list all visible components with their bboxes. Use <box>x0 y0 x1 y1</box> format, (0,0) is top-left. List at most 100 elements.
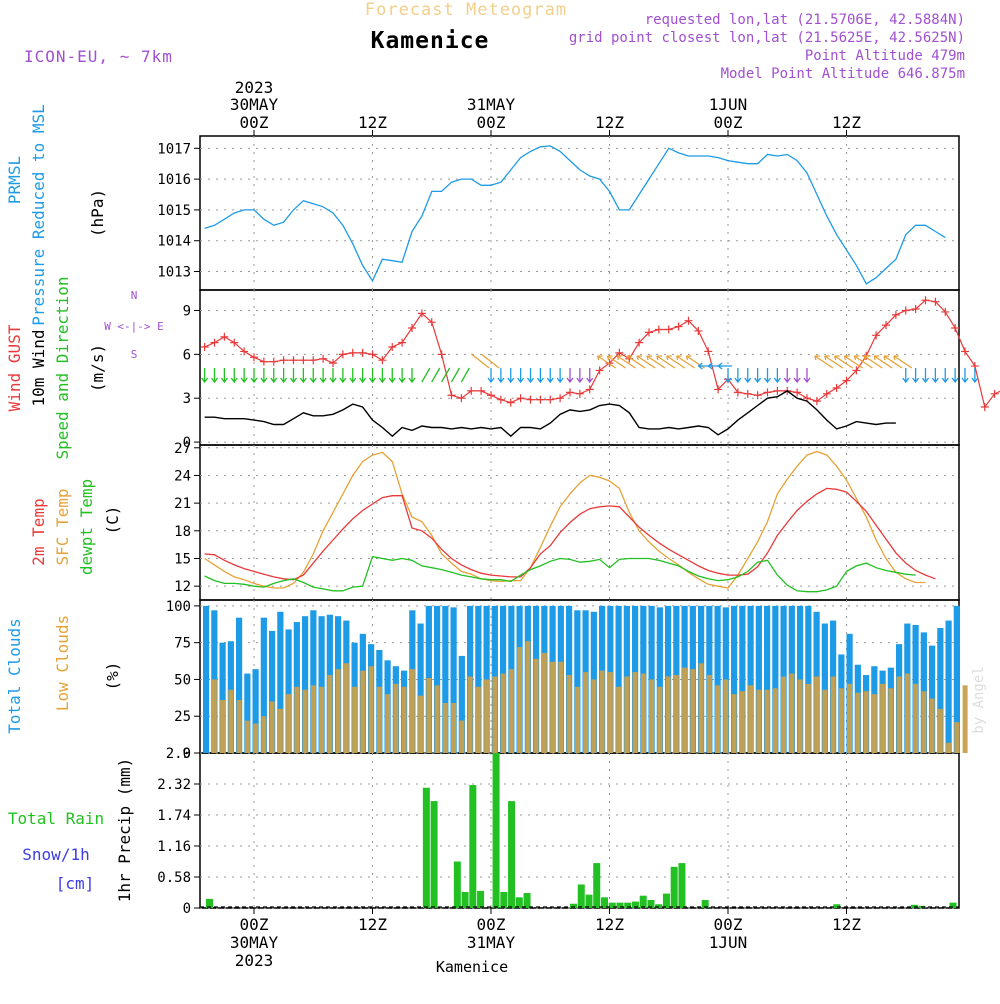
wind-arrow <box>260 368 268 384</box>
rain-bar <box>570 903 578 908</box>
wind-arrow <box>931 368 939 384</box>
low-cloud-bar <box>830 676 836 753</box>
total-cloud-bar <box>475 605 482 753</box>
total-cloud-bar <box>772 605 779 753</box>
sfc-temp-line <box>204 450 926 589</box>
ytick-label-precip: 0 <box>183 901 191 917</box>
low-cloud-bar <box>302 689 308 753</box>
ytick-label-pressure: 1016 <box>157 172 191 188</box>
low-cloud-bar <box>665 676 671 753</box>
low-cloud-bar <box>715 685 721 753</box>
temp-2m-line <box>204 487 936 581</box>
total-cloud-bar <box>252 669 259 753</box>
legend-snow: Snow/1h <box>22 845 89 864</box>
footer-place: Kamenice <box>436 958 508 976</box>
low-cloud-bar <box>649 679 655 753</box>
requested-coords: requested lon,lat (21.5706E, 42.5884N) <box>645 12 965 28</box>
wind-gust-marker <box>348 348 357 357</box>
wind-gust-marker <box>427 318 436 327</box>
low-cloud-bar <box>962 685 968 753</box>
low-cloud-bar <box>335 669 341 753</box>
wind-ylabel-dir: Speed and Direction <box>53 276 72 459</box>
low-cloud-bar <box>921 691 927 753</box>
wind-arrow <box>388 368 396 384</box>
wind-arrow <box>480 353 500 369</box>
wind-arrow <box>566 368 574 384</box>
wind-gust-marker <box>694 326 703 335</box>
compass-s: S <box>131 348 138 361</box>
low-cloud-bar <box>640 673 646 753</box>
total-cloud-bar <box>755 605 762 753</box>
top-time-label-line: 1JUN <box>709 95 748 114</box>
wind-arrow <box>240 368 248 384</box>
low-cloud-bar <box>731 694 737 753</box>
total-cloud-bar <box>574 610 581 753</box>
wind-gust-marker <box>496 395 505 404</box>
low-cloud-bar <box>269 701 275 753</box>
low-cloud-bar <box>343 663 349 753</box>
bottom-time-label-line: 12Z <box>595 915 624 934</box>
low-cloud-bar <box>624 676 630 753</box>
low-cloud-bar <box>550 661 556 753</box>
subtitle-top: Forecast Meteogram <box>365 0 567 20</box>
low-cloud-bar <box>261 716 267 753</box>
wind-arrow <box>773 368 781 384</box>
wind-arrow <box>883 355 903 369</box>
low-cloud-bar <box>863 691 869 753</box>
wind-gust-marker <box>506 398 515 407</box>
wind-arrow <box>210 368 219 384</box>
wind-gust-marker <box>516 394 525 403</box>
wind-arrow <box>556 368 564 384</box>
wind-arrow <box>460 367 470 383</box>
total-cloud-bar <box>764 605 771 753</box>
wind-gust-marker <box>358 348 367 357</box>
wind-gust-marker <box>220 332 229 341</box>
pressure-ylabel-1: PRMSL <box>5 156 24 204</box>
bottom-time-label: 12Z <box>595 915 624 934</box>
low-cloud-bar <box>220 700 226 753</box>
top-time-label-line: 00Z <box>477 113 506 132</box>
low-cloud-bar <box>475 686 481 753</box>
total-cloud-bar <box>302 616 309 753</box>
wind-arrow <box>656 355 676 369</box>
total-cloud-bar <box>805 605 812 753</box>
low-cloud-bar <box>426 677 432 753</box>
wind-gust-marker <box>674 322 683 331</box>
wind-arrow <box>517 368 525 384</box>
panel-frames <box>199 135 960 909</box>
bottom-time-label: 00Z 30MAY 2023 <box>230 915 279 970</box>
wind-gust-marker <box>329 359 337 368</box>
low-cloud-bar <box>871 694 877 753</box>
low-cloud-bar <box>822 689 828 753</box>
top-time-label-line: 12Z <box>832 113 861 132</box>
low-cloud-bar <box>484 679 490 753</box>
top-time-label: 12Z <box>595 113 624 132</box>
ytick-label-pressure: 1013 <box>157 265 191 281</box>
total-cloud-bar <box>269 630 276 753</box>
wind-arrow <box>971 368 979 384</box>
rain-bar <box>910 904 918 908</box>
total-cloud-bar <box>442 605 449 753</box>
precip-ylabel: 1hr Precip (mm) <box>115 758 134 903</box>
wind-arrow <box>339 368 347 384</box>
low-cloud-bar <box>698 663 704 753</box>
gridpoint-coords: grid point closest lon,lat (21.5625E, 42… <box>569 30 965 46</box>
bottom-time-label-line: 00Z <box>714 915 743 934</box>
low-cloud-bar <box>673 675 679 753</box>
wind-gust-marker <box>368 350 377 359</box>
wind-gust-marker <box>546 395 555 404</box>
low-cloud-bar <box>789 673 795 753</box>
wind-arrow <box>941 368 949 384</box>
ytick-label-temp: 24 <box>174 468 191 484</box>
rain-bar <box>492 753 500 908</box>
rain-bar <box>469 785 477 908</box>
point-altitude: Point Altitude 479m <box>805 48 965 64</box>
wind-arrow <box>616 355 636 369</box>
wind-gust-marker <box>230 338 239 347</box>
rain-bar <box>670 866 678 908</box>
wind-arrow <box>220 368 228 384</box>
low-cloud-bar <box>772 688 778 753</box>
wind-arrow <box>349 368 357 384</box>
rain-bar <box>624 902 632 908</box>
wind-arrow <box>636 355 656 369</box>
